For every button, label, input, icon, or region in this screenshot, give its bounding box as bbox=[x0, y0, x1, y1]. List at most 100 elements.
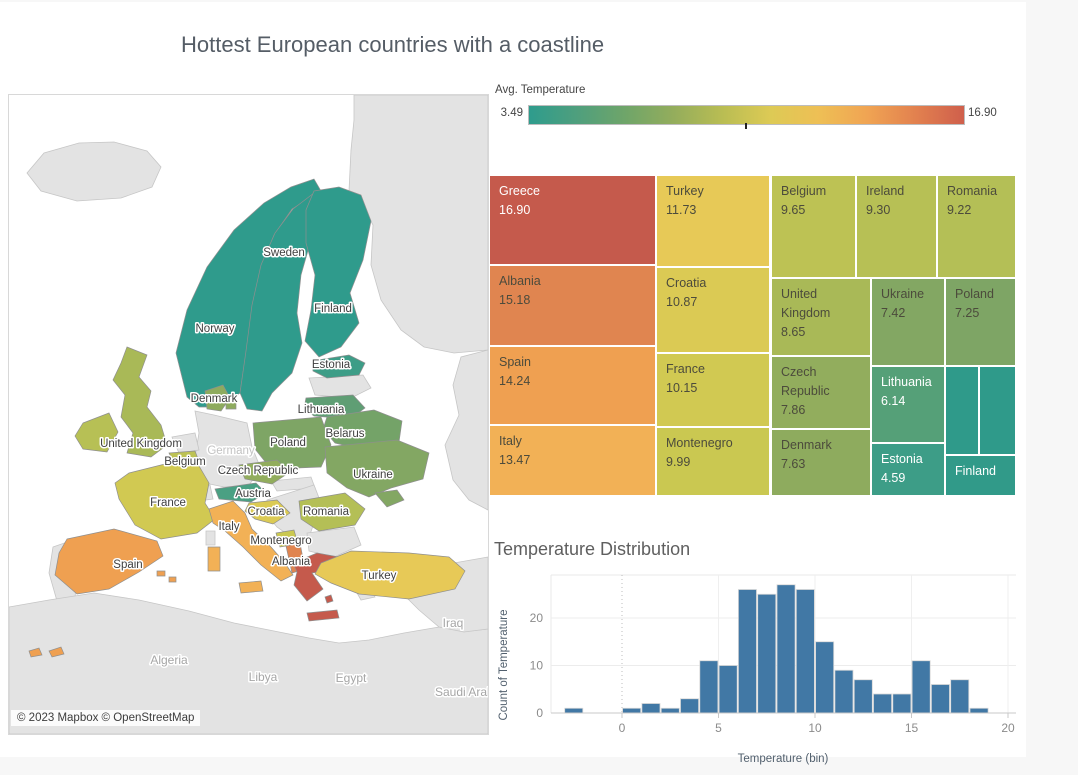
treemap-cell-value: 13.47 bbox=[499, 452, 531, 467]
page-title: Hottest European countries with a coastl… bbox=[181, 32, 605, 57]
hist-bar-bin-3[interactable] bbox=[680, 698, 700, 714]
hist-bar-bin-6[interactable] bbox=[737, 589, 757, 714]
y-tick-label: 20 bbox=[530, 611, 544, 625]
treemap-cell-unlabeled-2[interactable] bbox=[979, 366, 1016, 455]
hist-bar-bin-14[interactable] bbox=[892, 693, 912, 714]
map-country-estonia[interactable] bbox=[311, 354, 366, 379]
map-country-turkey[interactable] bbox=[314, 550, 466, 600]
treemap-cell-croatia[interactable]: Croatia 10.87 bbox=[656, 267, 770, 353]
map-country-austria[interactable] bbox=[214, 482, 267, 503]
map-country-ukraine[interactable] bbox=[324, 439, 430, 498]
hist-bar-bin-13[interactable] bbox=[873, 693, 893, 714]
treemap-cell-france[interactable]: France 10.15 bbox=[656, 353, 770, 427]
treemap-cell-albania[interactable]: Albania 15.18 bbox=[489, 265, 656, 346]
hist-bar-bin-16[interactable] bbox=[930, 684, 950, 714]
map-country-romania[interactable] bbox=[298, 492, 366, 532]
map-country-denmark[interactable] bbox=[204, 384, 231, 412]
map-label-montenegro: Montenegro bbox=[250, 535, 311, 547]
map-country-greece[interactable] bbox=[306, 609, 340, 622]
map-label-france: France bbox=[150, 497, 186, 509]
map-country-czech-republic[interactable] bbox=[238, 459, 291, 485]
treemap-cell-value: 7.42 bbox=[881, 305, 906, 320]
treemap-cell-denmark[interactable]: Denmark 7.63 bbox=[771, 429, 871, 496]
treemap-cell-finland[interactable]: Finland bbox=[945, 455, 1016, 496]
treemap-cell-ukraine[interactable]: Ukraine 7.42 bbox=[871, 278, 945, 366]
hist-bar-bin-15[interactable] bbox=[911, 660, 931, 714]
treemap-cell-greece[interactable]: Greece 16.90 bbox=[489, 175, 656, 265]
map-country-spain[interactable] bbox=[28, 647, 43, 658]
treemap-cell-spain[interactable]: Spain 14.24 bbox=[489, 346, 656, 425]
map-country-united-kingdom[interactable] bbox=[112, 346, 168, 458]
map-land-north-africa bbox=[9, 592, 488, 734]
treemap-cell-turkey[interactable]: Turkey 11.73 bbox=[656, 175, 770, 267]
treemap-cell-poland[interactable]: Poland 7.25 bbox=[945, 278, 1016, 366]
map-country-poland[interactable] bbox=[252, 416, 332, 470]
treemap-cell-unlabeled-1[interactable] bbox=[945, 366, 979, 455]
hist-bar-bin-10[interactable] bbox=[815, 641, 835, 714]
hist-bar-bin-11[interactable] bbox=[834, 669, 854, 714]
treemap-cell-italy[interactable]: Italy 13.47 bbox=[489, 425, 656, 496]
treemap-cell-name: Poland bbox=[955, 287, 994, 301]
map-label-austria: Austria bbox=[235, 488, 271, 500]
map-country-ireland[interactable] bbox=[74, 412, 119, 453]
treemap-cell-value: 11.73 bbox=[666, 202, 697, 217]
hist-bar-bin-7[interactable] bbox=[757, 593, 777, 714]
treemap-cell-name: Belgium bbox=[781, 184, 827, 198]
map-land-iceland bbox=[26, 141, 162, 202]
hist-bar-bin-12[interactable] bbox=[853, 679, 873, 714]
hist-bar-bin-8[interactable] bbox=[776, 584, 796, 714]
map-country-italy[interactable] bbox=[208, 500, 294, 582]
map-country-spain[interactable] bbox=[156, 570, 166, 577]
treemap-cell-value: 8.65 bbox=[781, 324, 806, 339]
hist-bar-bin-4[interactable] bbox=[699, 660, 719, 714]
treemap: Greece 16.90 Albania 15.18 Spain 14.24 Italy 13… bbox=[489, 175, 1016, 496]
hist-x-axis-title: Temperature (bin) bbox=[738, 753, 829, 765]
map-country-ukraine[interactable] bbox=[374, 489, 405, 508]
map-country-greece[interactable] bbox=[324, 594, 334, 604]
map-country-finland[interactable] bbox=[304, 186, 372, 358]
map-country-italy[interactable] bbox=[207, 546, 221, 572]
hist-bar-bin-1[interactable] bbox=[641, 703, 661, 714]
histogram: 0 5 10 15 20 0 10 20 Count of Temperature Tempe… bbox=[498, 574, 1016, 765]
europe-map[interactable]: Sweden Finland Norway Estonia Denmark Lithuan… bbox=[9, 95, 488, 734]
treemap-cell-value: 7.63 bbox=[781, 456, 806, 471]
treemap-cell-romania[interactable]: Romania 9.22 bbox=[937, 175, 1016, 278]
map-country-spain[interactable] bbox=[168, 576, 177, 583]
hist-bar-bin-18[interactable] bbox=[969, 707, 989, 714]
treemap-cell-ireland[interactable]: Ireland 9.30 bbox=[856, 175, 937, 278]
map-label-romania: Romania bbox=[303, 506, 350, 518]
treemap-cell-czech-republic[interactable]: Czech Republic 7.86 bbox=[771, 356, 871, 429]
treemap-cell-montenegro[interactable]: Montenegro 9.99 bbox=[656, 427, 770, 496]
treemap-cell-value: 10.15 bbox=[666, 380, 698, 395]
treemap-cell-value: 4.59 bbox=[881, 470, 906, 485]
x-tick-label: 10 bbox=[808, 721, 822, 735]
map-label-denmark: Denmark bbox=[191, 393, 238, 405]
treemap-cell-value: 9.65 bbox=[781, 202, 806, 217]
map-land-russia-south bbox=[444, 349, 488, 511]
treemap-cell-name: Romania bbox=[947, 184, 998, 198]
map-attribution[interactable]: © 2023 Mapbox © OpenStreetMap bbox=[11, 710, 201, 726]
map-country-spain[interactable] bbox=[48, 646, 65, 658]
hist-bar-bin-0[interactable] bbox=[622, 707, 642, 714]
map-country-denmark[interactable] bbox=[225, 399, 237, 410]
map-country-italy[interactable] bbox=[238, 580, 264, 594]
x-tick-label: 15 bbox=[905, 721, 919, 735]
map-label-germany: Germany bbox=[207, 445, 255, 457]
hist-bar-bin-2[interactable] bbox=[660, 707, 680, 714]
map-land-bulgaria bbox=[306, 526, 362, 558]
map-country-france[interactable] bbox=[114, 462, 216, 540]
hist-bar-bin-17[interactable] bbox=[950, 679, 970, 714]
treemap-cell-lithuania[interactable]: Lithuania 6.14 bbox=[871, 366, 945, 443]
map-country-croatia[interactable] bbox=[244, 499, 291, 525]
y-tick-label: 0 bbox=[536, 706, 543, 720]
hist-bar-bin-9[interactable] bbox=[795, 589, 815, 714]
hist-bar-bin-5[interactable] bbox=[718, 665, 738, 714]
map-label-czech-republic: Czech Republic bbox=[218, 465, 299, 477]
treemap-cell-belgium[interactable]: Belgium 9.65 bbox=[771, 175, 856, 278]
map-label-egypt: Egypt bbox=[336, 671, 367, 685]
hist-bar-bin--3[interactable] bbox=[564, 707, 584, 714]
y-tick-label: 10 bbox=[530, 659, 544, 673]
treemap-cell-united-kingdom[interactable]: United Kingdom 8.65 bbox=[771, 278, 871, 356]
map-country-spain[interactable] bbox=[54, 528, 164, 595]
treemap-cell-estonia[interactable]: Estonia 4.59 bbox=[871, 443, 945, 496]
